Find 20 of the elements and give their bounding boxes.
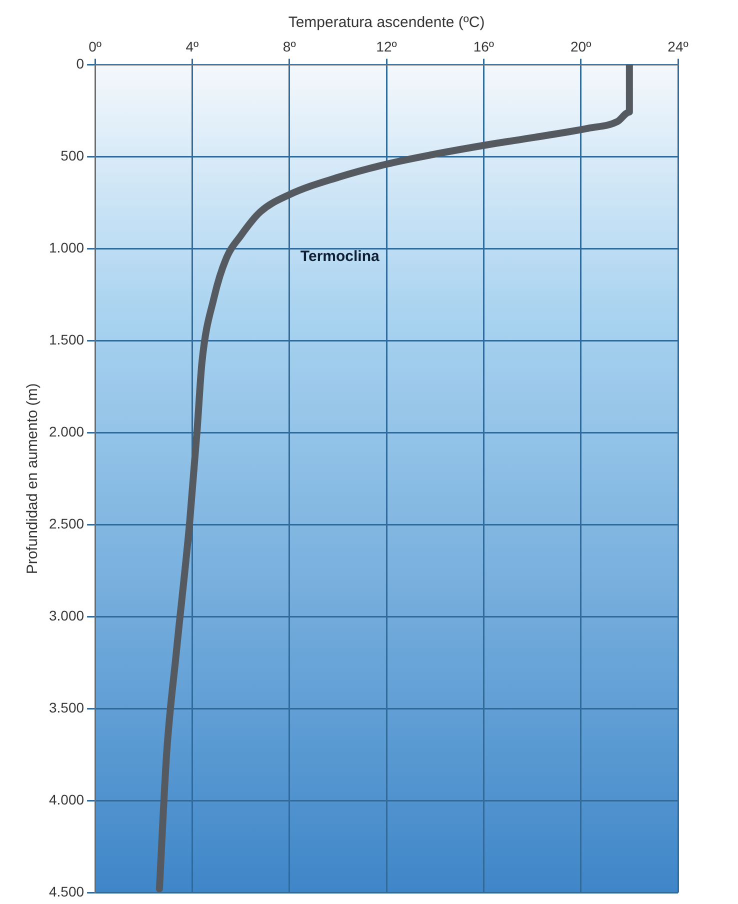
y-tick-label: 3.500 xyxy=(48,700,84,716)
y-tick-label: 4.000 xyxy=(48,791,84,808)
y-tick-label: 2.000 xyxy=(48,424,84,440)
x-tick-label: 4º xyxy=(186,38,199,54)
y-tick-label: 0 xyxy=(76,56,84,72)
x-tick-label: 20º xyxy=(570,38,592,54)
x-tick-label: 16º xyxy=(473,38,494,54)
y-tick-label: 4.500 xyxy=(48,883,84,900)
x-tick-label: 24º xyxy=(668,38,688,54)
x-tick-label: 0º xyxy=(88,38,102,54)
y-axis-title: Profundidad en aumento (m) xyxy=(24,383,42,574)
y-tick-label: 3.000 xyxy=(48,608,84,624)
y-tick-label: 1.000 xyxy=(48,240,84,256)
y-tick-label: 500 xyxy=(60,148,84,164)
annotation: Termoclina xyxy=(300,248,380,265)
x-tick-label: 12º xyxy=(376,38,397,54)
x-axis-title: Temperatura ascendente (ºC) xyxy=(288,14,485,32)
y-tick-label: 2.500 xyxy=(48,516,84,532)
y-tick-label: 1.500 xyxy=(48,332,84,348)
x-tick-label: 8º xyxy=(282,38,296,54)
